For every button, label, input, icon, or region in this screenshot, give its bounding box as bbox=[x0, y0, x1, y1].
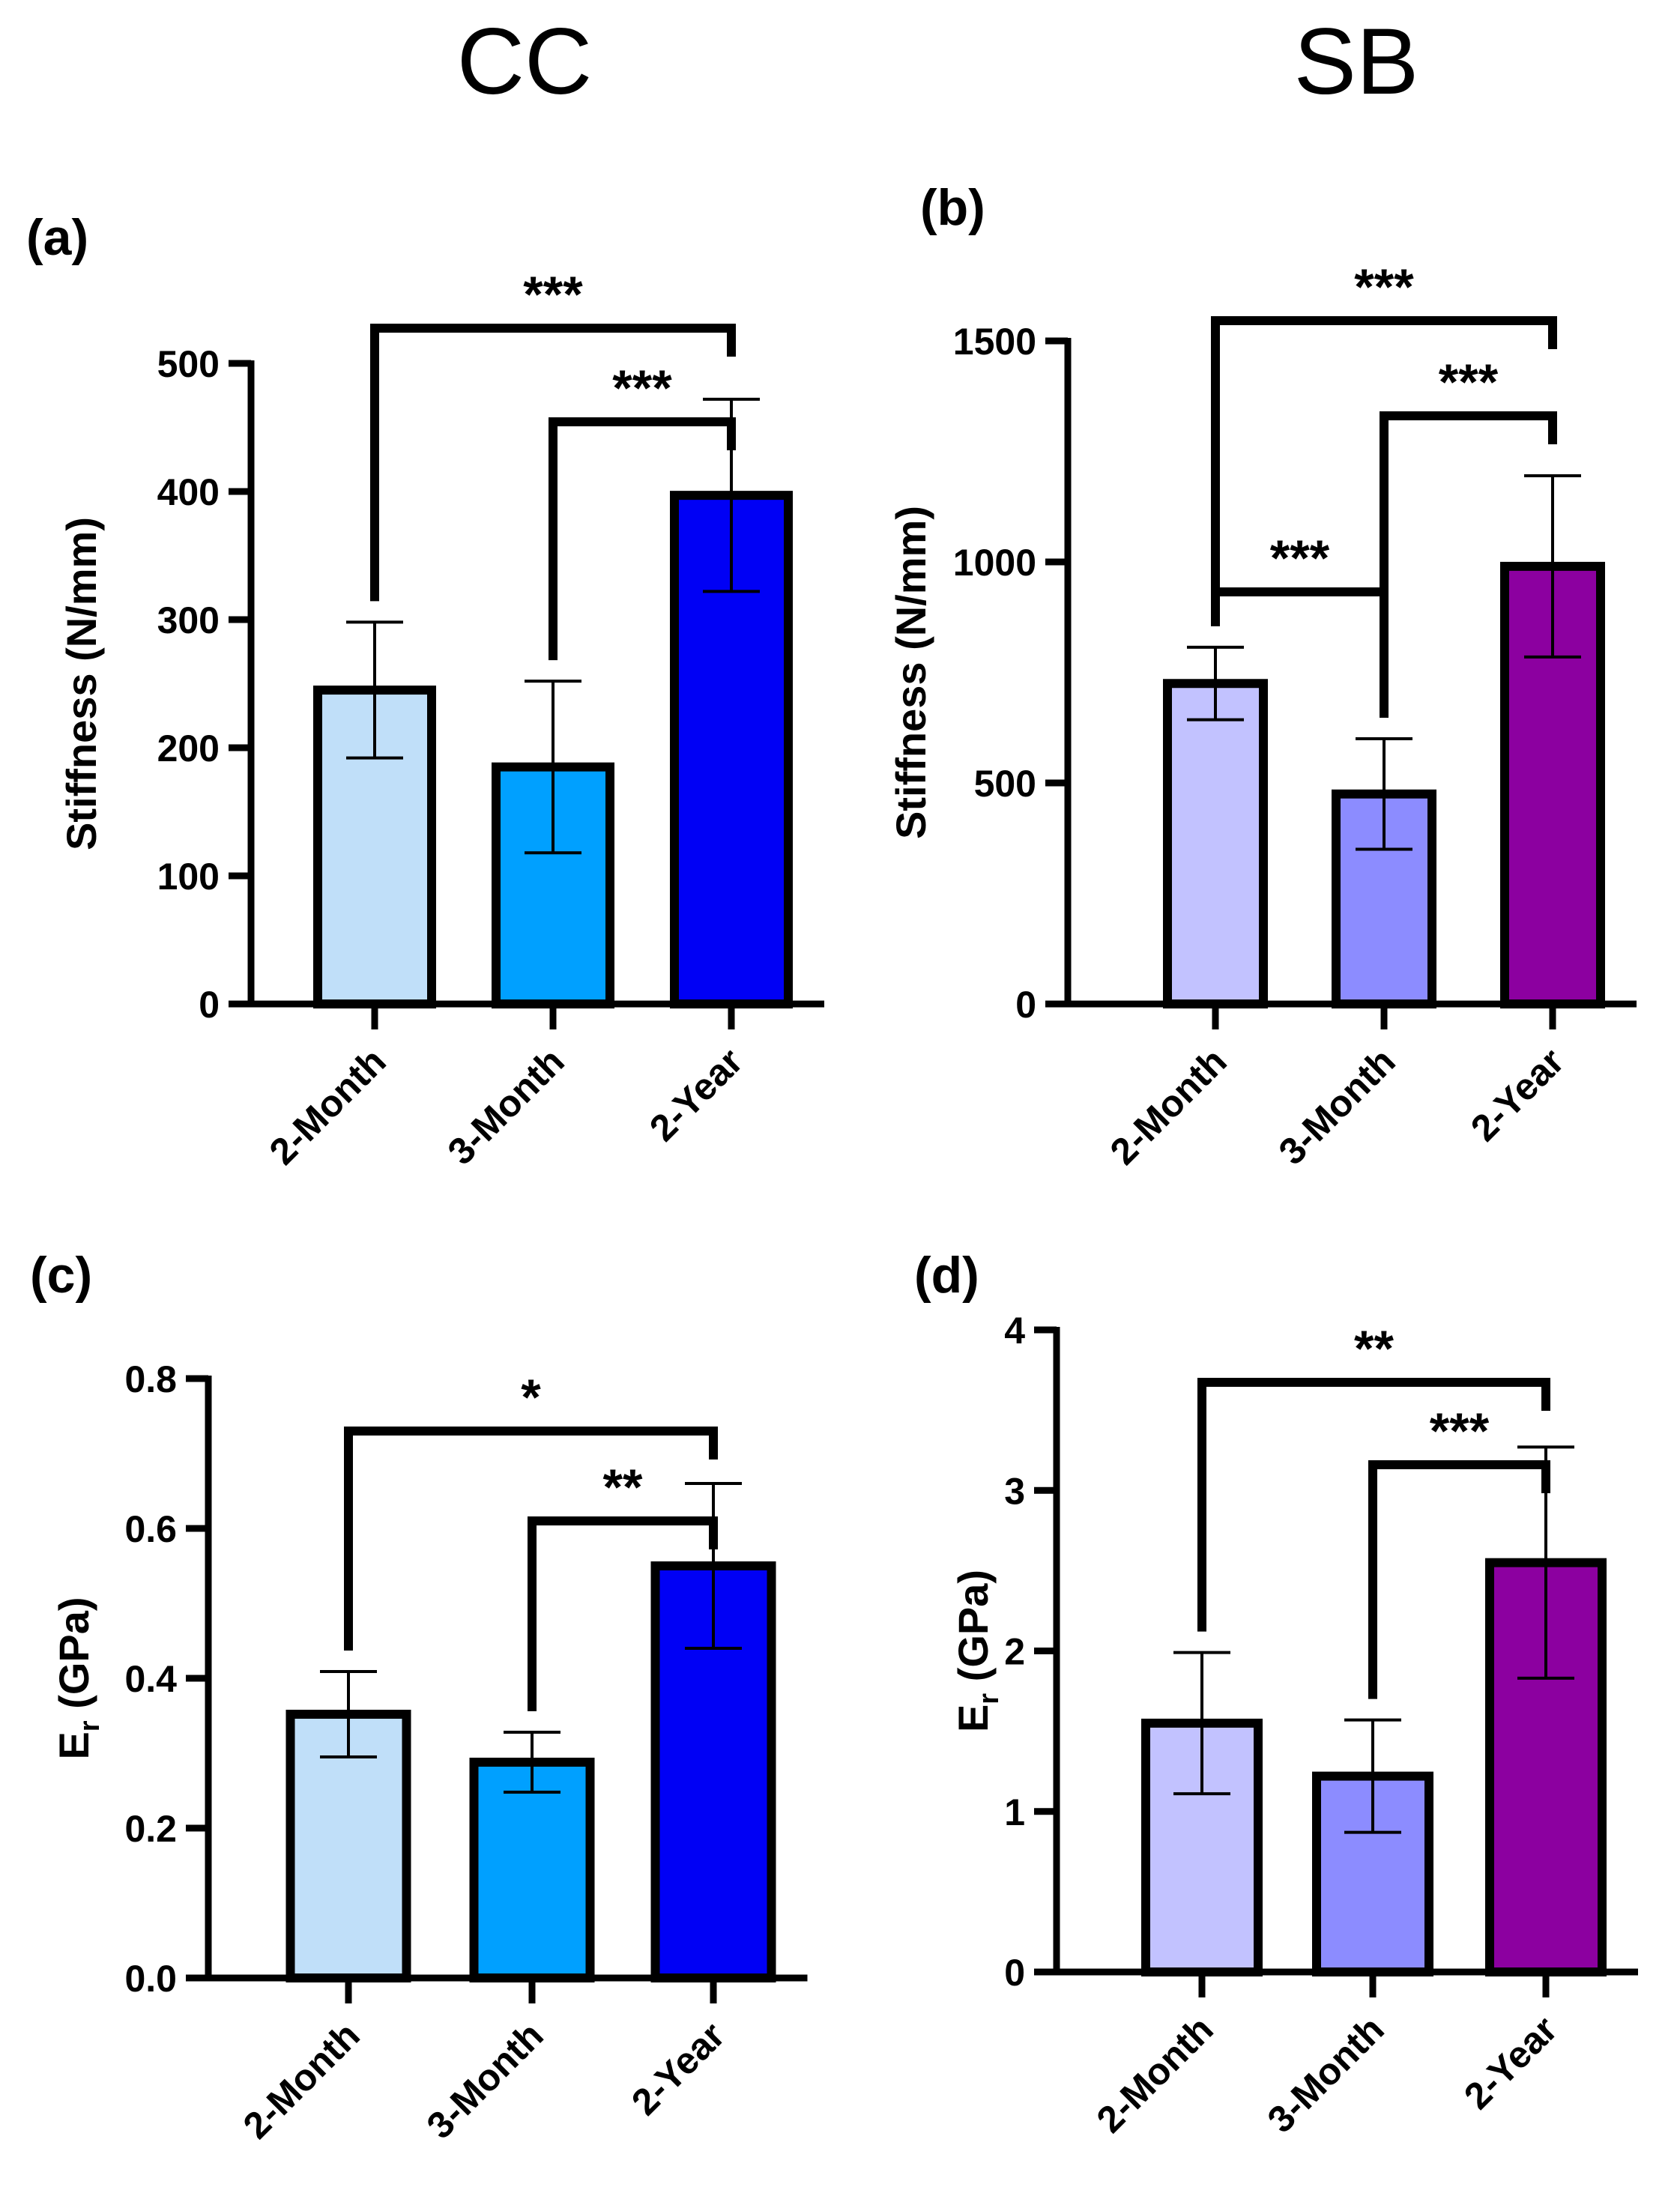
x-tick-label: 2-Year bbox=[623, 2014, 733, 2123]
y-tick-label: 200 bbox=[157, 728, 220, 769]
y-axis-title-unit: (GPa) bbox=[949, 1570, 997, 1693]
y-tick-label: 500 bbox=[974, 763, 1036, 805]
significance-label: *** bbox=[523, 266, 583, 323]
panel-label: (b) bbox=[920, 179, 985, 236]
y-tick-label: 400 bbox=[157, 471, 220, 513]
panel-a: (a) Stiffness (N/mm) 0 100 200 300 400 500 2-Mon… bbox=[26, 209, 824, 1173]
significance-bracket bbox=[344, 1427, 718, 1651]
y-tick-label: 3 bbox=[1004, 1470, 1025, 1512]
y-tick-label: 1 bbox=[1004, 1791, 1025, 1833]
panel-label: (c) bbox=[30, 1247, 92, 1304]
significance-label: ** bbox=[1354, 1320, 1394, 1377]
x-tick-label: 2-Year bbox=[1463, 1040, 1572, 1149]
significance-bracket bbox=[528, 1516, 718, 1711]
y-axis-title: Er (GPa) bbox=[949, 1570, 1005, 1732]
significance-bracket bbox=[1368, 1460, 1550, 1699]
significance-label: ** bbox=[603, 1459, 643, 1516]
y-axis-title-subscript: r bbox=[74, 1720, 106, 1731]
y-tick-label: 0.4 bbox=[124, 1658, 177, 1700]
y-tick-label: 0 bbox=[1004, 1952, 1025, 1994]
x-tick-label: 2-Month bbox=[262, 1040, 394, 1173]
significance-label: *** bbox=[1439, 354, 1499, 411]
significance-bracket bbox=[1211, 587, 1389, 620]
panel-b: (b) Stiffness (N/mm) 0 500 1000 1500 2-Month 3-… bbox=[887, 179, 1637, 1173]
x-tick-label: 2-Year bbox=[641, 1040, 751, 1149]
significance-bracket bbox=[1380, 411, 1557, 718]
x-tick-label: 3-Month bbox=[440, 1040, 572, 1173]
y-tick-label: 0 bbox=[1015, 984, 1036, 1026]
column-title-cc: CC bbox=[457, 10, 593, 114]
significance-bracket bbox=[549, 417, 736, 661]
significance-label: *** bbox=[1270, 530, 1330, 587]
x-tick-label: 3-Month bbox=[1271, 1040, 1403, 1173]
bar bbox=[469, 1758, 595, 1982]
y-tick-label: 2 bbox=[1004, 1631, 1025, 1673]
y-axis-title-main: E bbox=[949, 1704, 997, 1732]
y-tick-label: 500 bbox=[157, 343, 220, 385]
significance-label: * bbox=[521, 1369, 541, 1426]
y-tick-label: 0.2 bbox=[124, 1808, 177, 1850]
x-tick-label: 3-Month bbox=[419, 2014, 552, 2147]
significance-label: *** bbox=[1354, 258, 1414, 315]
y-tick-label: 0.0 bbox=[124, 1958, 177, 2000]
significance-bracket bbox=[370, 324, 736, 602]
significance-bracket bbox=[1211, 316, 1557, 626]
significance-label: *** bbox=[1430, 1403, 1490, 1459]
panel-c: (c) Er (GPa) 0.0 0.2 0.4 0.6 0.8 2-Month 3-Month… bbox=[30, 1247, 808, 2147]
y-axis-title-main: E bbox=[50, 1731, 97, 1759]
y-tick-label: 0 bbox=[199, 984, 220, 1026]
y-tick-label: 1500 bbox=[953, 321, 1036, 363]
column-title-sb: SB bbox=[1294, 10, 1419, 114]
x-tick-label: 3-Month bbox=[1260, 2008, 1392, 2141]
y-tick-label: 4 bbox=[1004, 1310, 1025, 1352]
y-tick-label: 300 bbox=[157, 599, 220, 641]
y-tick-label: 100 bbox=[157, 856, 220, 898]
y-axis-title: Stiffness (N/mm) bbox=[58, 517, 105, 850]
significance-label: *** bbox=[612, 360, 672, 417]
x-tick-label: 2-Month bbox=[235, 2014, 368, 2147]
y-tick-label: 1000 bbox=[953, 542, 1036, 584]
y-tick-label: 0.6 bbox=[124, 1508, 177, 1550]
x-tick-label: 2-Year bbox=[1456, 2008, 1565, 2117]
significance-bracket bbox=[1197, 1378, 1550, 1632]
bar bbox=[1163, 679, 1268, 1008]
y-axis-title-subscript: r bbox=[973, 1693, 1005, 1704]
y-axis-title: Er (GPa) bbox=[50, 1597, 106, 1759]
y-axis-title-unit: (GPa) bbox=[50, 1597, 97, 1720]
panel-label: (d) bbox=[914, 1247, 979, 1304]
y-axis-title: Stiffness (N/mm) bbox=[887, 506, 934, 839]
y-tick-label: 0.8 bbox=[124, 1358, 177, 1400]
x-tick-label: 2-Month bbox=[1102, 1040, 1235, 1173]
x-tick-label: 2-Month bbox=[1089, 2008, 1221, 2141]
panel-label: (a) bbox=[26, 209, 88, 266]
